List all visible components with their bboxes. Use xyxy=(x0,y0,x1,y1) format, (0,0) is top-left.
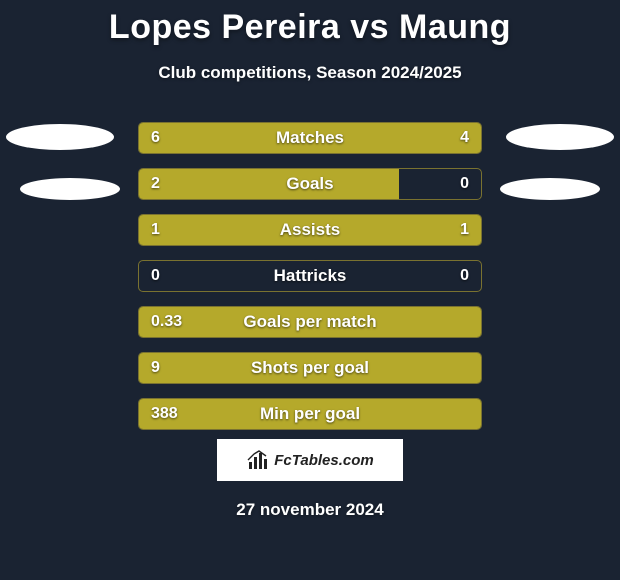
stat-value-right: 0 xyxy=(460,261,469,291)
stat-fill-left xyxy=(139,215,310,245)
bar-chart-icon xyxy=(246,448,270,472)
stat-row: Matches64 xyxy=(138,122,482,154)
page-date: 27 november 2024 xyxy=(0,500,620,520)
stat-fill-left xyxy=(139,399,481,429)
stat-fill-left xyxy=(139,307,481,337)
player-left-oval-1 xyxy=(6,124,114,150)
stat-fill-left xyxy=(139,123,344,153)
player-right-oval-2 xyxy=(500,178,600,200)
stat-row: Shots per goal9 xyxy=(138,352,482,384)
footer-brand-box: FcTables.com xyxy=(216,438,404,482)
stat-fill-left xyxy=(139,169,399,199)
stat-fill-right xyxy=(344,123,481,153)
footer-brand-text: FcTables.com xyxy=(274,452,373,469)
player-left-oval-2 xyxy=(20,178,120,200)
stat-row: Assists11 xyxy=(138,214,482,246)
stat-label: Hattricks xyxy=(139,261,481,291)
stat-value-right: 0 xyxy=(460,169,469,199)
stat-fill-right xyxy=(310,215,481,245)
player-right-oval-1 xyxy=(506,124,614,150)
stat-value-left: 0 xyxy=(151,261,160,291)
page-title: Lopes Pereira vs Maung xyxy=(0,0,620,47)
stat-fill-left xyxy=(139,353,481,383)
stat-row: Min per goal388 xyxy=(138,398,482,430)
comparison-bars: Matches64Goals20Assists11Hattricks00Goal… xyxy=(138,122,482,444)
stat-row: Hattricks0 0 xyxy=(138,260,482,292)
stat-row: Goals20 xyxy=(138,168,482,200)
page-subtitle: Club competitions, Season 2024/2025 xyxy=(0,63,620,83)
stat-row: Goals per match0.33 xyxy=(138,306,482,338)
